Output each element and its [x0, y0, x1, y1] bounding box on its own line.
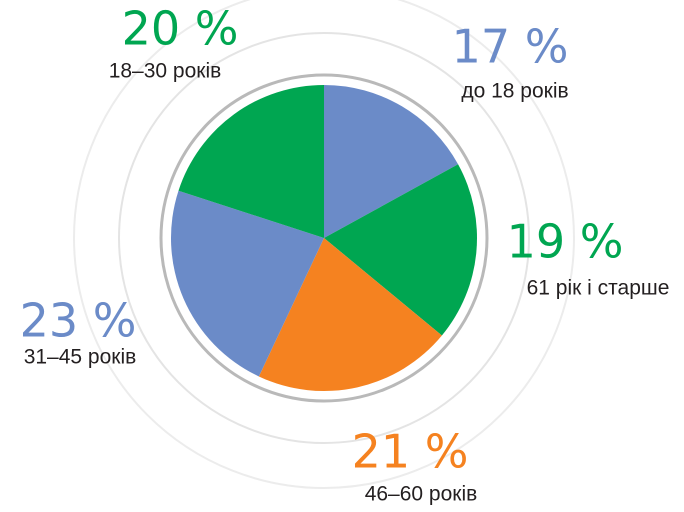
category-label: 31–45 років: [24, 346, 137, 369]
pie-slice: [324, 85, 459, 238]
category-label: до 18 років: [461, 80, 568, 103]
pie-slice: [178, 85, 324, 238]
pie-slice: [258, 238, 442, 391]
pie-slice: [171, 190, 324, 377]
ring: [159, 73, 489, 403]
value-label: 20 %: [122, 2, 239, 56]
ring: [118, 32, 530, 444]
value-label: 21 %: [352, 425, 469, 479]
pie-slice: [324, 164, 477, 336]
value-label: 19 %: [507, 215, 624, 269]
value-label: 23 %: [20, 294, 137, 348]
category-label: 61 рік і старше: [527, 277, 670, 300]
category-label: 46–60 років: [365, 483, 478, 506]
category-label: 18–30 років: [109, 60, 222, 83]
value-label: 17 %: [452, 20, 569, 74]
ring: [73, 0, 575, 489]
